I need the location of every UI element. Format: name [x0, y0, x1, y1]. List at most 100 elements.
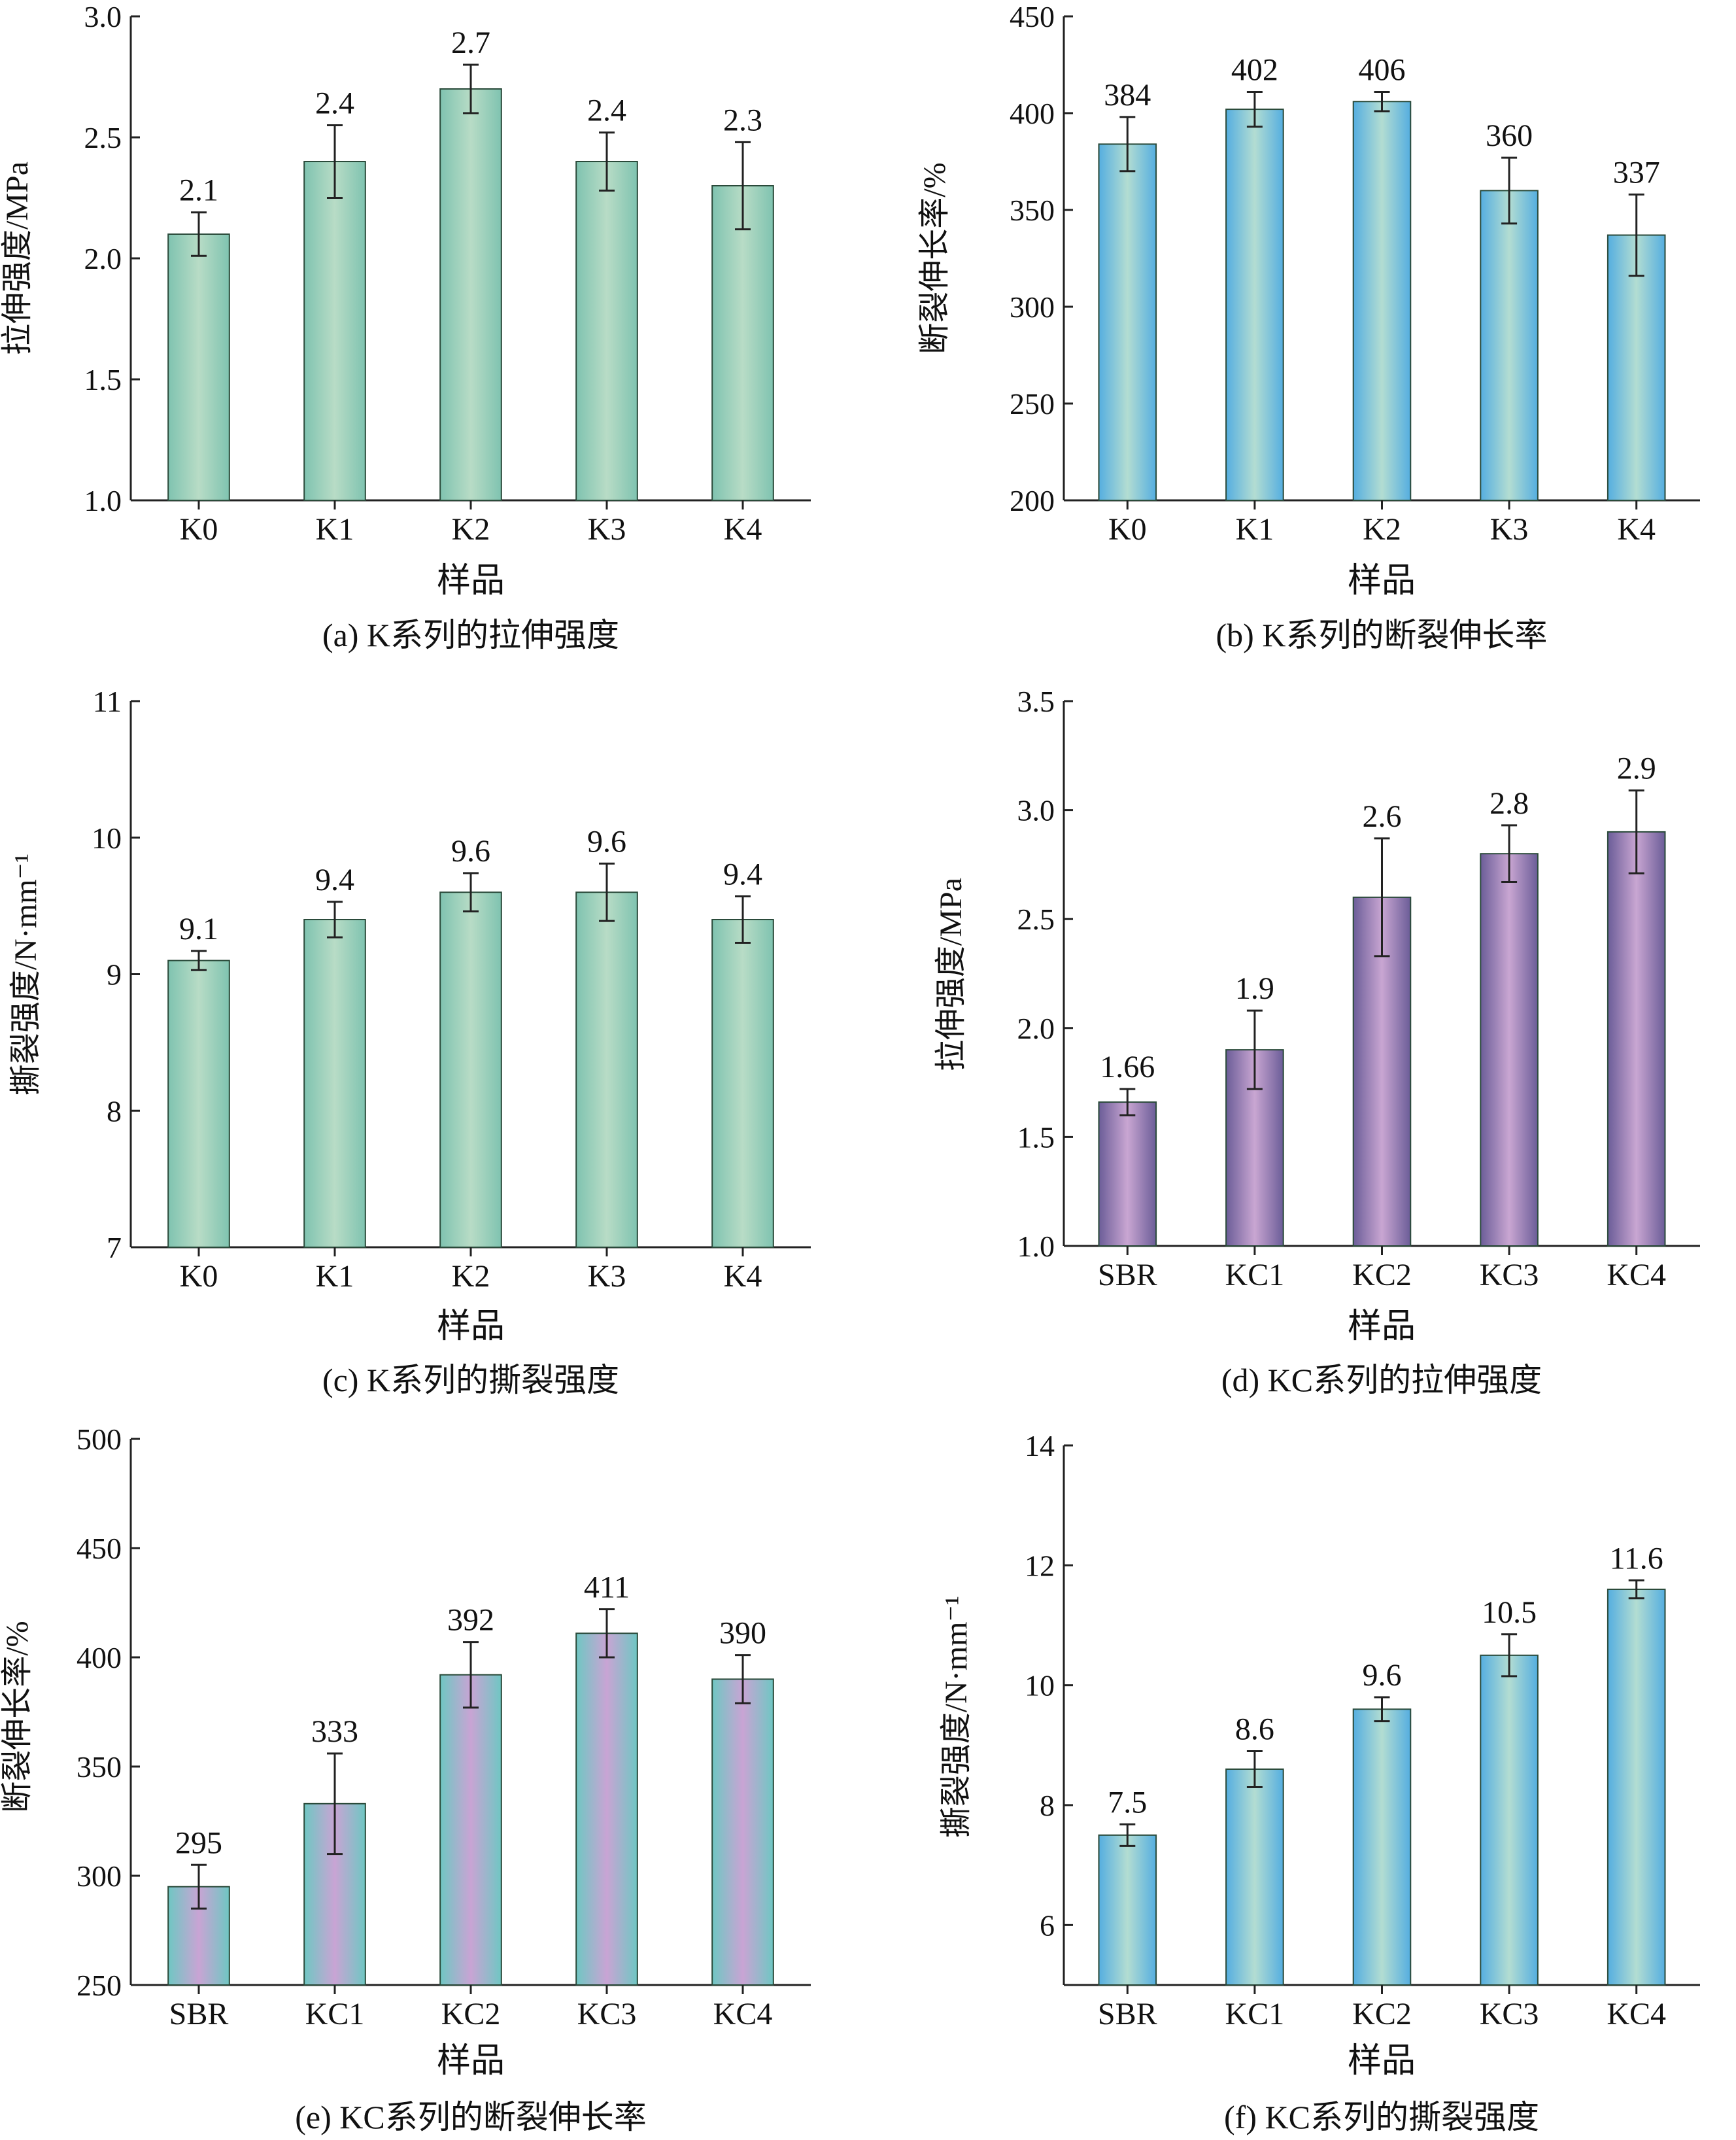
chart-b-error-bar [1501, 156, 1518, 225]
chart-b-bar [1225, 109, 1284, 501]
chart-a-bar [439, 88, 502, 501]
chart-f-error-bar [1501, 1633, 1518, 1678]
chart-d-value-label: 2.9 [1617, 751, 1656, 786]
chart-b-ylabel: 断裂伸长率/% [917, 162, 952, 354]
chart-a-category-label: K2 [452, 512, 490, 547]
chart-c-error-bar [191, 950, 207, 971]
chart-c-bar [439, 891, 502, 1248]
chart-b-value-label: 406 [1359, 52, 1406, 87]
chart-f-value-label: 8.6 [1235, 1712, 1274, 1747]
chart-b: 断裂伸长率/% 样品 (b) K系列的断裂伸长率 200 250 300 350 400… [917, 0, 1700, 653]
chart-b-error-bar [1374, 90, 1390, 112]
chart-e-category-label: KC3 [577, 1997, 637, 2031]
chart-b-error-bar [1628, 193, 1644, 277]
chart-a-ytick-label: 2.5 [84, 121, 122, 154]
chart-a-error-bar [327, 124, 343, 199]
chart-b-bar [1098, 143, 1157, 502]
chart-c-ylabel: 撕裂强度/N·mm⁻¹ [9, 854, 43, 1096]
chart-d-category-label: KC2 [1352, 1258, 1412, 1292]
chart-a-ytick-label: 1.5 [84, 363, 122, 396]
chart-b-ytick-label: 450 [1010, 0, 1055, 33]
chart-e-error-bar [191, 1863, 207, 1910]
chart-a-ylabel: 拉伸强度/MPa [0, 162, 35, 355]
chart-a-error-bar [191, 211, 207, 257]
chart-a-bar [167, 233, 230, 501]
chart-b-ytick-label: 400 [1010, 97, 1055, 130]
chart-d-ytick-label: 2.0 [1017, 1012, 1055, 1045]
chart-e-value-label: 390 [719, 1616, 766, 1651]
chart-b-bar [1607, 234, 1666, 501]
chart-e-category-label: KC1 [305, 1997, 365, 2031]
chart-b-xlabel: 样品 [1348, 562, 1416, 600]
chart-f-ytick-label: 8 [1040, 1789, 1055, 1822]
chart-c-ytick-label: 7 [107, 1231, 122, 1264]
chart-e-bar [439, 1674, 502, 1986]
chart-d-ylabel: 拉伸强度/MPa [934, 878, 968, 1071]
chart-f-error-bar [1246, 1750, 1263, 1788]
chart-a-error-bar [599, 131, 615, 192]
chart-a-category-label: K3 [588, 512, 626, 547]
chart-f-bar [1480, 1654, 1539, 1986]
chart-c: 撕裂强度/N·mm⁻¹ 样品 (c) K系列的撕裂强度 7 8 9 10 11 9.1 K0… [9, 685, 811, 1398]
chart-b-ytick-label: 200 [1010, 484, 1055, 517]
chart-c-value-label: 9.6 [451, 834, 490, 869]
chart-d-error-bar [1628, 789, 1644, 874]
chart-f-category-label: SBR [1098, 1997, 1157, 2031]
chart-a-category-label: K1 [316, 512, 354, 547]
chart-e-ytick-label: 300 [77, 1859, 122, 1893]
chart-b-ytick-label: 350 [1010, 194, 1055, 227]
chart-a-value-label: 2.1 [179, 173, 218, 208]
chart-b-category-label: K3 [1490, 512, 1529, 547]
chart-a-bar [575, 161, 638, 501]
chart-c-ytick-label: 10 [92, 821, 122, 855]
chart-b-bar [1352, 101, 1412, 502]
chart-b-caption: (b) K系列的断裂伸长率 [1216, 617, 1548, 653]
chart-b-error-bar [1119, 116, 1136, 173]
chart-d-category-label: KC4 [1607, 1258, 1666, 1292]
chart-b-value-label: 337 [1613, 155, 1660, 190]
chart-d-category-label: KC1 [1225, 1258, 1285, 1292]
chart-e: 断裂伸长率/% 样品 (e) KC系列的断裂伸长率 250 300 350 400 45… [0, 1423, 811, 2135]
chart-e-ytick-label: 400 [77, 1641, 122, 1674]
chart-c-category-label: K0 [180, 1259, 218, 1294]
chart-d: 拉伸强度/MPa 样品 (d) KC系列的拉伸强度 1.0 1.5 2.0 2.5 3.… [934, 685, 1700, 1398]
chart-a-ytick-label: 1.0 [84, 484, 122, 517]
chart-c-error-bar [735, 895, 751, 944]
chart-a-caption: (a) K系列的拉伸强度 [322, 617, 619, 653]
chart-f: 撕裂强度/N·mm⁻¹ 样品 (f) KC系列的撕裂强度 6 8 10 12 14 7.5… [939, 1429, 1700, 2135]
chart-e-category-label: KC2 [441, 1997, 501, 2031]
chart-c-value-label: 9.1 [179, 912, 218, 946]
chart-c-category-label: K1 [316, 1259, 354, 1294]
chart-d-value-label: 1.66 [1100, 1050, 1155, 1084]
chart-c-category-label: K3 [588, 1259, 626, 1294]
chart-d-value-label: 2.6 [1363, 799, 1402, 834]
chart-f-bar [1352, 1708, 1412, 1986]
chart-d-error-bar [1119, 1088, 1136, 1116]
chart-b-ytick-label: 250 [1010, 387, 1055, 421]
chart-e-value-label: 333 [311, 1714, 358, 1749]
chart-f-bar [1607, 1589, 1666, 1986]
chart-e-category-label: KC4 [713, 1997, 773, 2031]
chart-c-category-label: K4 [724, 1259, 762, 1294]
chart-e-error-bar [327, 1752, 343, 1855]
chart-f-caption: (f) KC系列的撕裂强度 [1224, 2099, 1539, 2135]
chart-d-ytick-label: 3.0 [1017, 794, 1055, 827]
chart-f-ytick-label: 10 [1025, 1669, 1055, 1702]
chart-c-ytick-label: 8 [107, 1094, 122, 1128]
chart-f-bar [1098, 1834, 1157, 1986]
chart-f-category-label: KC3 [1480, 1997, 1539, 2031]
chart-a-value-label: 2.3 [723, 103, 762, 137]
chart-d-error-bar [1374, 837, 1390, 958]
chart-d-ytick-label: 1.5 [1017, 1120, 1055, 1154]
chart-e-value-label: 295 [175, 1825, 222, 1860]
chart-d-value-label: 1.9 [1235, 971, 1274, 1006]
chart-b-bar [1480, 190, 1539, 501]
chart-f-bar [1225, 1769, 1284, 1986]
chart-a-error-bar [463, 63, 479, 114]
chart-f-error-bar [1119, 1823, 1136, 1847]
chart-c-error-bar [599, 862, 615, 922]
chart-c-ytick-label: 11 [93, 685, 122, 718]
chart-e-ytick-label: 350 [77, 1750, 122, 1784]
chart-e-bar [575, 1632, 638, 1986]
